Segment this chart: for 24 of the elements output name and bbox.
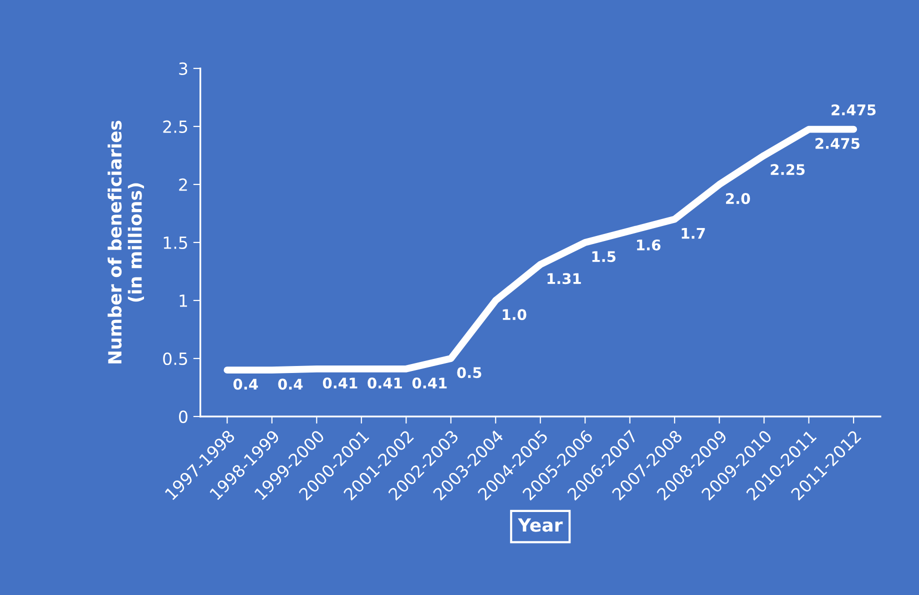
data-label: 0.41 xyxy=(322,378,358,389)
y-tick-label: 3 xyxy=(179,62,188,75)
data-label: 1.7 xyxy=(682,228,705,239)
data-label: 1.6 xyxy=(637,239,660,250)
y-tick-label: 0 xyxy=(179,410,188,424)
x-axis-title: Year xyxy=(518,518,563,532)
data-label: 0.5 xyxy=(457,367,482,378)
y-tick-label: 0.5 xyxy=(163,352,188,366)
y-tick-label: 2.5 xyxy=(163,120,188,134)
y-axis-title: Number of beneficiaries (in millions) xyxy=(108,120,144,364)
data-label: 1.0 xyxy=(502,309,526,320)
data-label: 1.31 xyxy=(548,273,581,284)
data-label: 0.41 xyxy=(412,378,447,389)
data-label: 0.4 xyxy=(233,378,258,390)
y-tick-label: 1 xyxy=(180,294,187,307)
y-tick-label: 1.5 xyxy=(164,236,188,250)
data-label: 1.5 xyxy=(592,251,616,262)
data-label: 2.0 xyxy=(726,193,750,204)
data-label: 0.4 xyxy=(278,378,303,390)
data-label: 2.475 xyxy=(816,138,860,149)
data-label: 2.475 xyxy=(832,104,876,116)
data-label: 0.41 xyxy=(368,378,402,389)
data-label: 2.25 xyxy=(770,164,805,176)
y-tick-label: 2 xyxy=(179,178,187,191)
